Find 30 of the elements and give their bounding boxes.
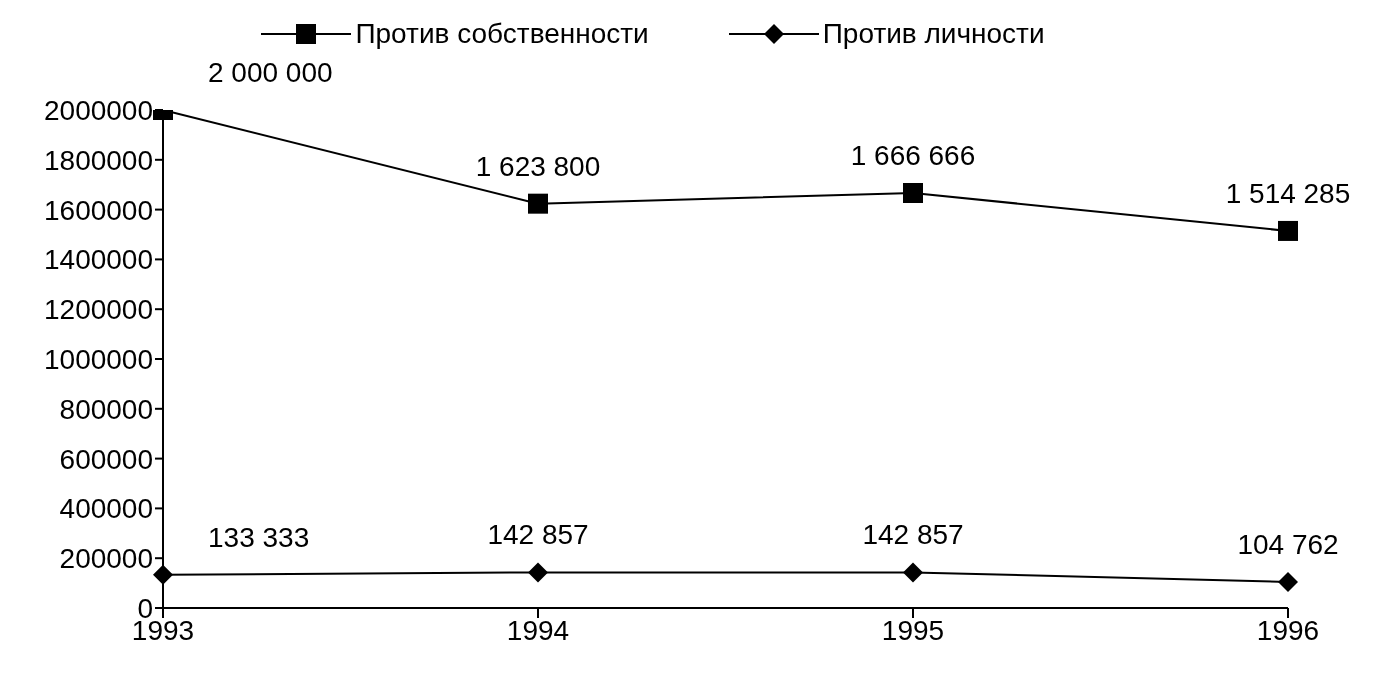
data-label: 1 514 285 [1225,177,1351,209]
y-tick-label: 1800000 [43,144,153,176]
y-tick-label: 1200000 [43,294,153,326]
point [528,193,548,214]
data-label: 133 333 [208,521,310,553]
x-tick-label: 1994 [506,614,570,646]
y-tick-label: 600000 [59,443,153,475]
point [153,564,173,585]
point [903,183,923,203]
legend-label: Против личности [822,18,1045,50]
point [1278,220,1298,241]
y-tick-label: 400000 [59,493,153,525]
data-label: 104 762 [1237,528,1339,560]
data-label: 142 857 [862,519,964,551]
point [1278,571,1298,592]
data-label: 1 623 800 [475,150,601,182]
y-tick-label: 2000000 [43,94,153,126]
y-tick-label: 200000 [59,543,153,575]
y-tick-label: 1400000 [43,244,153,276]
y-tick-label: 1600000 [43,194,153,226]
data-label: 1 666 666 [850,140,976,171]
point [528,562,548,583]
y-tick-label: 800000 [59,393,153,425]
data-label: 142 857 [487,519,589,551]
data-label: 2 000 000 [208,57,333,88]
point [903,562,923,583]
x-tick-label: 1996 [1256,614,1320,646]
x-tick-label: 1995 [881,614,945,646]
y-tick-label: 1000000 [43,343,153,375]
legend-label: Против собственности [355,18,649,50]
